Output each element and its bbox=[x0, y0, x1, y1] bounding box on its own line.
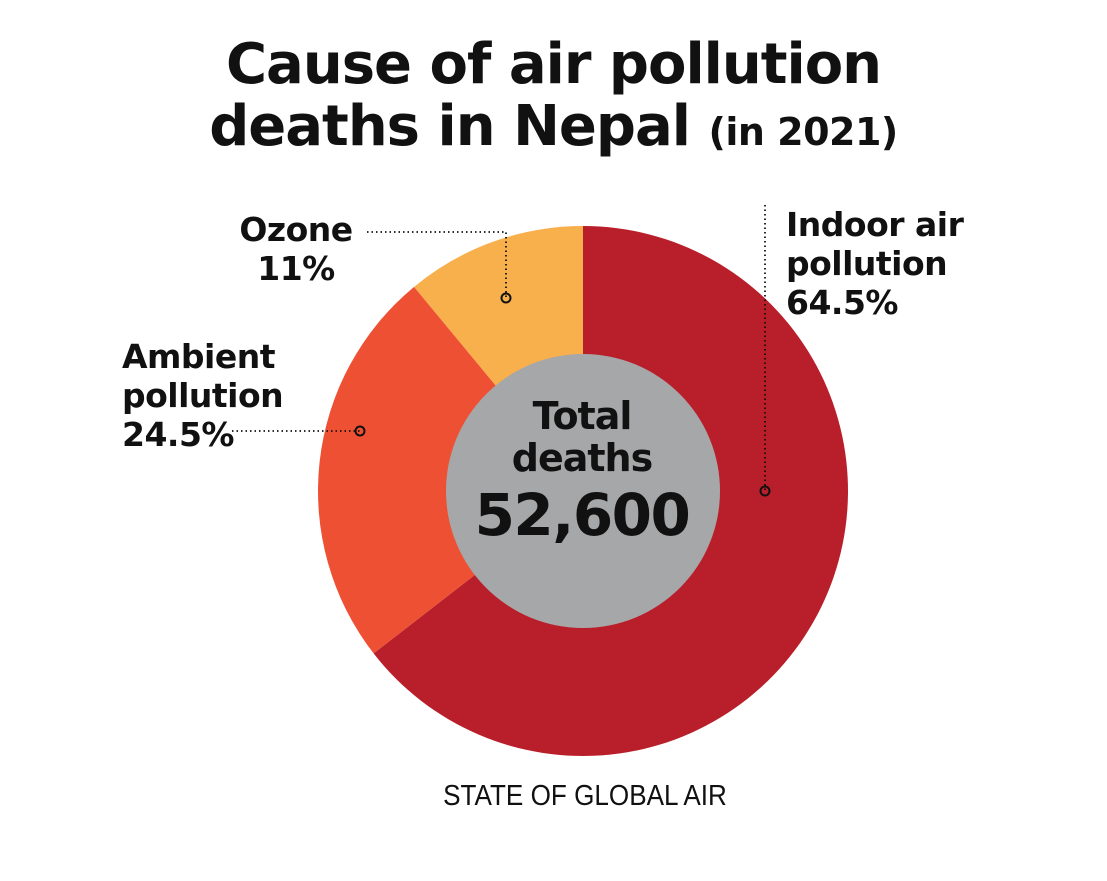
label-indoor-value: 64.5% bbox=[786, 283, 899, 322]
label-indoor-line-2: pollution bbox=[786, 244, 948, 283]
title-line-1: Cause of air pollution bbox=[225, 32, 882, 97]
label-ambient-line-2: pollution bbox=[122, 376, 284, 415]
label-indoor: Indoor air pollution 64.5% bbox=[786, 205, 964, 322]
title-suffix: (in 2021) bbox=[708, 110, 898, 154]
label-ozone-value: 11% bbox=[257, 249, 335, 288]
leader-ozone-line bbox=[367, 231, 507, 298]
label-ambient-line-1: Ambient bbox=[122, 337, 276, 376]
leader-ambient-marker bbox=[354, 425, 366, 437]
label-ambient-value: 24.5% bbox=[122, 415, 235, 454]
label-indoor-line-1: Indoor air bbox=[786, 205, 964, 244]
label-ozone-line-1: Ozone bbox=[239, 210, 353, 249]
source-credit: STATE OF GLOBAL AIR bbox=[443, 780, 727, 812]
title-line-2: deaths in Nepal bbox=[209, 94, 691, 159]
center-total-value: 52,600 bbox=[474, 481, 691, 549]
label-ozone: Ozone 11% bbox=[236, 210, 356, 288]
leader-ozone-marker bbox=[500, 292, 512, 304]
center-line-2: deaths bbox=[511, 436, 653, 480]
leader-lines bbox=[232, 205, 771, 497]
label-ambient: Ambient pollution 24.5% bbox=[122, 337, 284, 454]
center-line-1: Total bbox=[532, 394, 633, 438]
center-circle bbox=[446, 354, 720, 628]
chart-title: Cause of air pollution deaths in Nepal (… bbox=[0, 34, 1107, 163]
leader-indoor-marker bbox=[759, 485, 771, 497]
center-label: Total deaths 52,600 bbox=[447, 395, 717, 551]
